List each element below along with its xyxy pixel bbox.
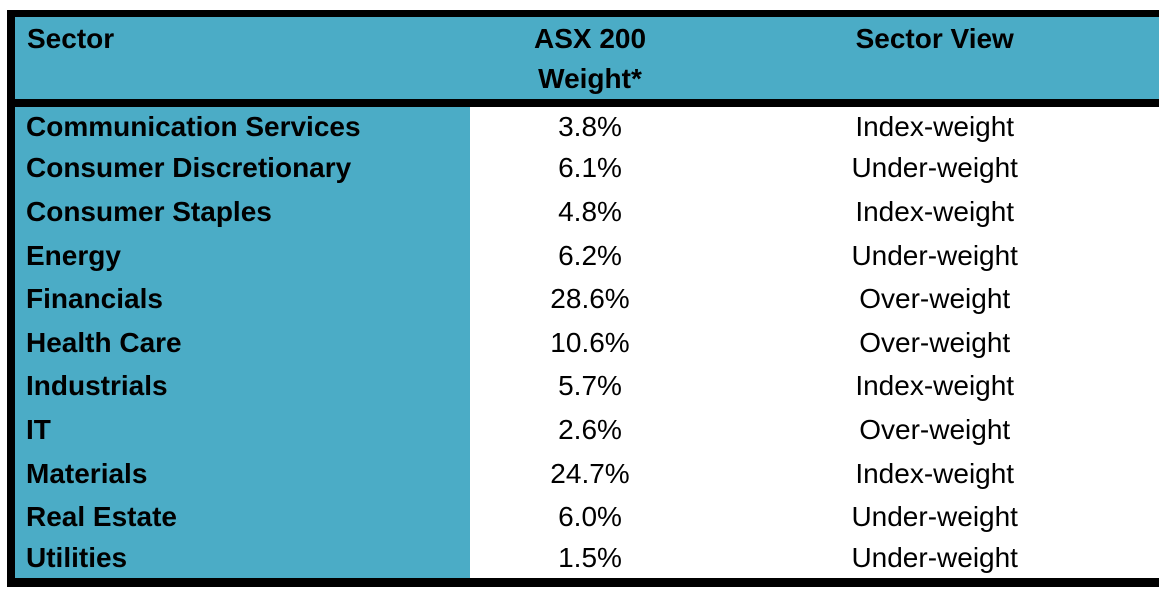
table-row: Industrials 5.7% Index-weight bbox=[11, 364, 1159, 409]
weight-cell: 10.6% bbox=[469, 320, 711, 365]
table-row: Real Estate 6.0% Under-weight bbox=[11, 495, 1159, 539]
table-row: Energy 6.2% Under-weight bbox=[11, 233, 1159, 278]
weight-cell: 6.1% bbox=[469, 146, 711, 191]
table-row: Financials 28.6% Over-weight bbox=[11, 277, 1159, 321]
table-row: Health Care 10.6% Over-weight bbox=[11, 320, 1159, 365]
view-cell: Under-weight bbox=[710, 495, 1159, 539]
sector-cell: Consumer Discretionary bbox=[11, 146, 470, 191]
sector-cell: Utilities bbox=[11, 538, 470, 583]
view-cell: Over-weight bbox=[710, 320, 1159, 365]
weight-cell: 1.5% bbox=[469, 538, 711, 583]
sector-cell: Materials bbox=[11, 451, 470, 496]
view-cell: Under-weight bbox=[710, 233, 1159, 278]
sector-cell: IT bbox=[11, 408, 470, 452]
sector-cell: Energy bbox=[11, 233, 470, 278]
table-body: Communication Services 3.8% Index-weight… bbox=[11, 103, 1159, 583]
header-cell-weight: ASX 200 Weight* bbox=[469, 13, 711, 107]
table-row: Utilities 1.5% Under-weight bbox=[11, 538, 1159, 583]
sector-cell: Consumer Staples bbox=[11, 190, 470, 234]
header-label-weight-line1: ASX 200 bbox=[533, 23, 647, 54]
table-header: Sector ASX 200 Weight* Sector View bbox=[11, 13, 1159, 107]
view-cell: Index-weight bbox=[710, 451, 1159, 496]
view-cell: Over-weight bbox=[710, 277, 1159, 321]
header-row: Sector ASX 200 Weight* Sector View bbox=[11, 13, 1159, 107]
header-label-weight-line2: Weight* bbox=[538, 63, 642, 94]
weight-cell: 5.7% bbox=[469, 364, 711, 409]
weight-cell: 3.8% bbox=[469, 103, 711, 147]
view-cell: Index-weight bbox=[710, 190, 1159, 234]
weight-cell: 2.6% bbox=[469, 408, 711, 452]
sector-cell: Real Estate bbox=[11, 495, 470, 539]
weight-cell: 6.2% bbox=[469, 233, 711, 278]
header-cell-sector: Sector bbox=[11, 13, 470, 107]
sector-cell: Financials bbox=[11, 277, 470, 321]
view-cell: Under-weight bbox=[710, 146, 1159, 191]
table-row: Consumer Discretionary 6.1% Under-weight bbox=[11, 146, 1159, 191]
sector-cell: Health Care bbox=[11, 320, 470, 365]
weight-cell: 28.6% bbox=[469, 277, 711, 321]
table-row: Communication Services 3.8% Index-weight bbox=[11, 103, 1159, 147]
table-row: Consumer Staples 4.8% Index-weight bbox=[11, 190, 1159, 234]
weight-cell: 4.8% bbox=[469, 190, 711, 234]
view-cell: Under-weight bbox=[710, 538, 1159, 583]
weight-cell: 24.7% bbox=[469, 451, 711, 496]
table-row: IT 2.6% Over-weight bbox=[11, 408, 1159, 452]
header-label-view: Sector View bbox=[855, 23, 1014, 54]
sector-weight-table: Sector ASX 200 Weight* Sector View Commu… bbox=[7, 10, 1159, 588]
sector-cell: Communication Services bbox=[11, 103, 470, 147]
sector-cell: Industrials bbox=[11, 364, 470, 409]
weight-cell: 6.0% bbox=[469, 495, 711, 539]
header-label-sector: Sector bbox=[27, 23, 115, 54]
view-cell: Index-weight bbox=[710, 103, 1159, 147]
table-row: Materials 24.7% Index-weight bbox=[11, 451, 1159, 496]
view-cell: Over-weight bbox=[710, 408, 1159, 452]
header-cell-view: Sector View bbox=[710, 13, 1159, 107]
view-cell: Index-weight bbox=[710, 364, 1159, 409]
